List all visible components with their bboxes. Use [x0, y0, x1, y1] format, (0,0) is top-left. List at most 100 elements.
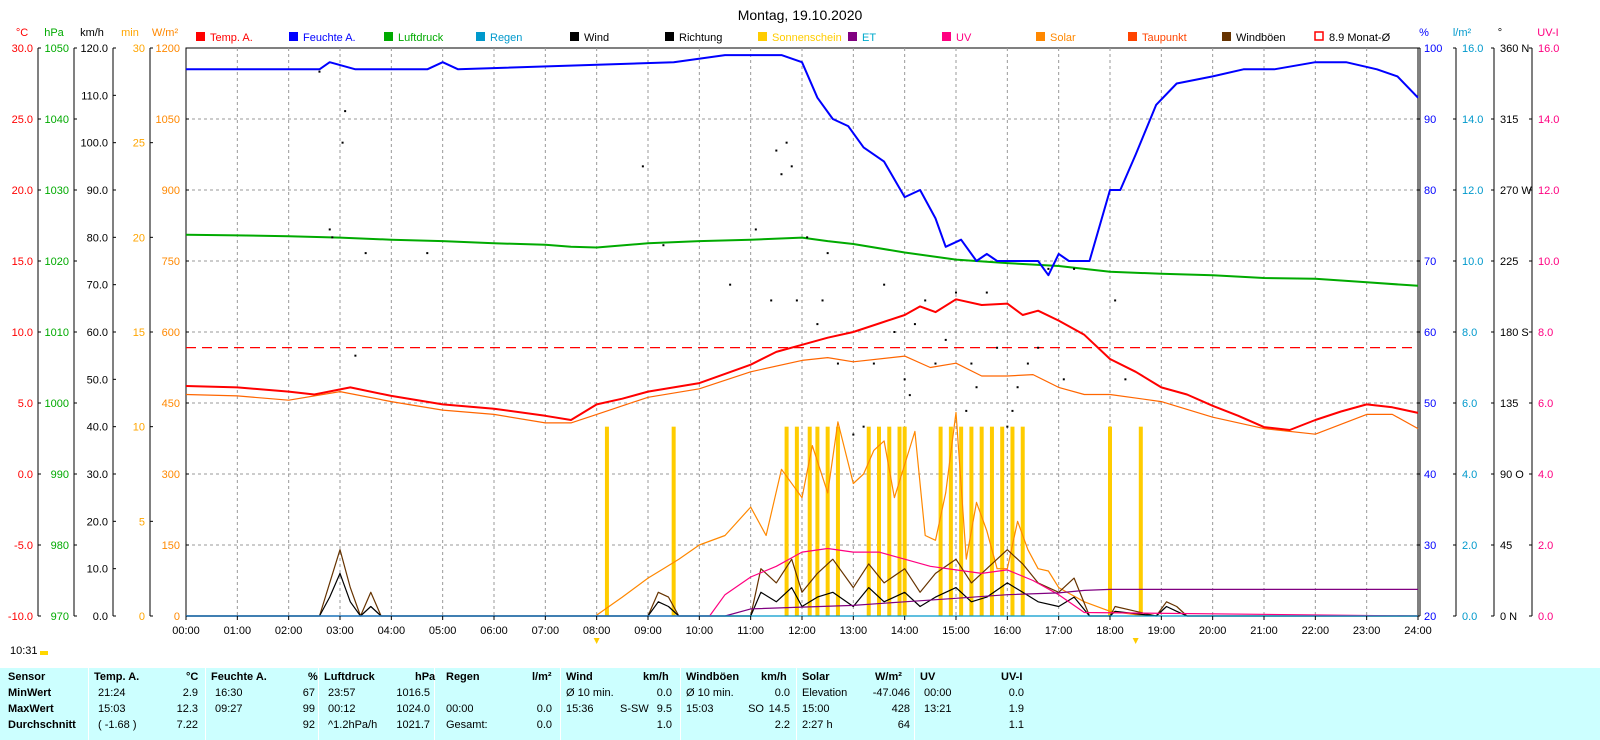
axis-tick-label: 45 — [1500, 540, 1512, 552]
table-unit: °C — [186, 671, 199, 683]
axis-tick-label: 1050 — [45, 43, 69, 55]
direction-point — [785, 141, 788, 144]
sunshine-bar — [671, 426, 676, 616]
sunshine-bar — [794, 426, 799, 616]
sunshine-bar — [902, 426, 907, 616]
table-cell-time: Elevation — [802, 687, 848, 699]
direction-point — [913, 323, 916, 326]
sunshine-bar — [969, 426, 974, 616]
direction-point — [836, 362, 839, 365]
axis-tick-label: 90 O — [1500, 469, 1524, 481]
axis-tick-label: 600 — [162, 327, 180, 339]
axis-tick-label: 2.0 — [1538, 540, 1553, 552]
table-cell-value: 92 — [302, 719, 315, 731]
axis-tick-label: 750 — [162, 256, 180, 268]
series-line-uv — [186, 547, 1419, 617]
axis-tick-label: 300 — [162, 469, 180, 481]
table-cell-value: 2.2 — [774, 719, 790, 731]
axis-tick-label: 4.0 — [1538, 469, 1553, 481]
table-cell-time: 15:36 — [566, 703, 594, 715]
x-tick-label: 24:00 — [1404, 625, 1432, 637]
direction-point — [862, 425, 865, 428]
x-tick-label: 15:00 — [942, 625, 970, 637]
table-row-label: Durchschnitt — [8, 719, 76, 731]
x-tick-label: 05:00 — [429, 625, 457, 637]
direction-point — [826, 252, 829, 255]
axis-tick-label: 0.0 — [1462, 611, 1477, 623]
x-tick-label: 19:00 — [1148, 625, 1176, 637]
x-tick-label: 20:00 — [1199, 625, 1227, 637]
direction-point — [908, 394, 911, 397]
axis-tick-label: 360 N — [1500, 43, 1529, 55]
axis-tick-label: 980 — [51, 540, 69, 552]
table-cell-time: Gesamt: — [446, 719, 488, 731]
x-tick-label: 02:00 — [275, 625, 303, 637]
axis-tick-label: 10.0 — [1538, 256, 1559, 268]
axis-tick-label: 25 — [133, 138, 145, 150]
current-time-marker — [40, 651, 48, 655]
table-cell-value: 0.0 — [774, 687, 790, 699]
series-line-luftdruck — [185, 233, 1419, 287]
table-cell-time: ( -1.68 ) — [98, 719, 137, 731]
axis-tick-label: 14.0 — [1462, 114, 1483, 126]
axis-tick-label: 1000 — [45, 398, 69, 410]
legend-label: Temp. A. — [210, 32, 253, 44]
table-cell-time: 2:27 h — [802, 719, 833, 731]
sunshine-bar — [877, 426, 881, 616]
axis-tick-label: 90.0 — [87, 185, 108, 197]
table-column-separator — [318, 668, 319, 740]
axis-tick-label: 20.0 — [12, 185, 33, 197]
axis-tick-label: 70 — [1424, 256, 1436, 268]
table-column-separator — [796, 668, 797, 740]
axis-tick-label: 135 — [1500, 398, 1518, 410]
legend-label: Luftdruck — [398, 32, 444, 44]
axis-tick-label: -5.0 — [14, 540, 33, 552]
direction-point — [341, 141, 344, 144]
series-line-temp-a — [185, 298, 1419, 431]
direction-point — [955, 291, 957, 294]
direction-point — [775, 149, 778, 152]
x-tick-label: 00:00 — [172, 625, 200, 637]
axis-tick-label: 20 — [133, 232, 145, 244]
axis-tick-label: 1020 — [45, 256, 69, 268]
table-unit: UV-I — [1001, 671, 1023, 683]
direction-point — [821, 299, 824, 302]
x-tick-label: 09:00 — [634, 625, 662, 637]
direction-point — [1037, 346, 1040, 349]
table-unit: hPa — [415, 671, 436, 683]
direction-point — [426, 252, 429, 255]
direction-point — [872, 362, 875, 365]
time-marker — [593, 638, 600, 644]
legend-label: Windböen — [1236, 32, 1286, 44]
axis-tick-label: 16.0 — [1462, 43, 1483, 55]
x-tick-label: 01:00 — [224, 625, 252, 637]
direction-point — [354, 354, 357, 357]
direction-point — [770, 299, 773, 302]
x-axis-ticks: 00:00 01:00 02:00 03:00 04:00 05:00 06:00 07:00… — [172, 616, 1432, 644]
table-cell-value: 9.5 — [656, 703, 672, 715]
axis-unit-label: % — [1419, 27, 1429, 39]
axis-tick-label: 14.0 — [1538, 114, 1559, 126]
direction-point — [934, 362, 937, 365]
sunshine-bar — [989, 426, 994, 616]
axis-tick-label: 80 — [1424, 185, 1436, 197]
axis-tick-label: 0 — [139, 611, 145, 623]
direction-point — [1062, 378, 1065, 381]
direction-point — [970, 362, 973, 365]
axis-tick-label: 6.0 — [1538, 398, 1553, 410]
axis-tick-label: 25.0 — [12, 114, 33, 126]
direction-point — [790, 165, 793, 168]
axis-tick-label: 15.0 — [12, 256, 33, 268]
table-cell-value: 99 — [302, 703, 315, 715]
direction-point — [729, 283, 732, 286]
axis-tick-label: 8.0 — [1538, 327, 1553, 339]
table-cell-time: 00:00 — [924, 687, 952, 699]
table-cell-value: 64 — [897, 719, 910, 731]
axis-tick-label: 12.0 — [1538, 185, 1559, 197]
legend-label: ET — [862, 32, 876, 44]
x-tick-label: 13:00 — [840, 625, 868, 637]
axis-tick-label: 5.0 — [18, 398, 33, 410]
x-tick-label: 16:00 — [994, 625, 1022, 637]
axis-tick-label: 16.0 — [1538, 43, 1559, 55]
axis-tick-label: 110.0 — [81, 90, 108, 102]
